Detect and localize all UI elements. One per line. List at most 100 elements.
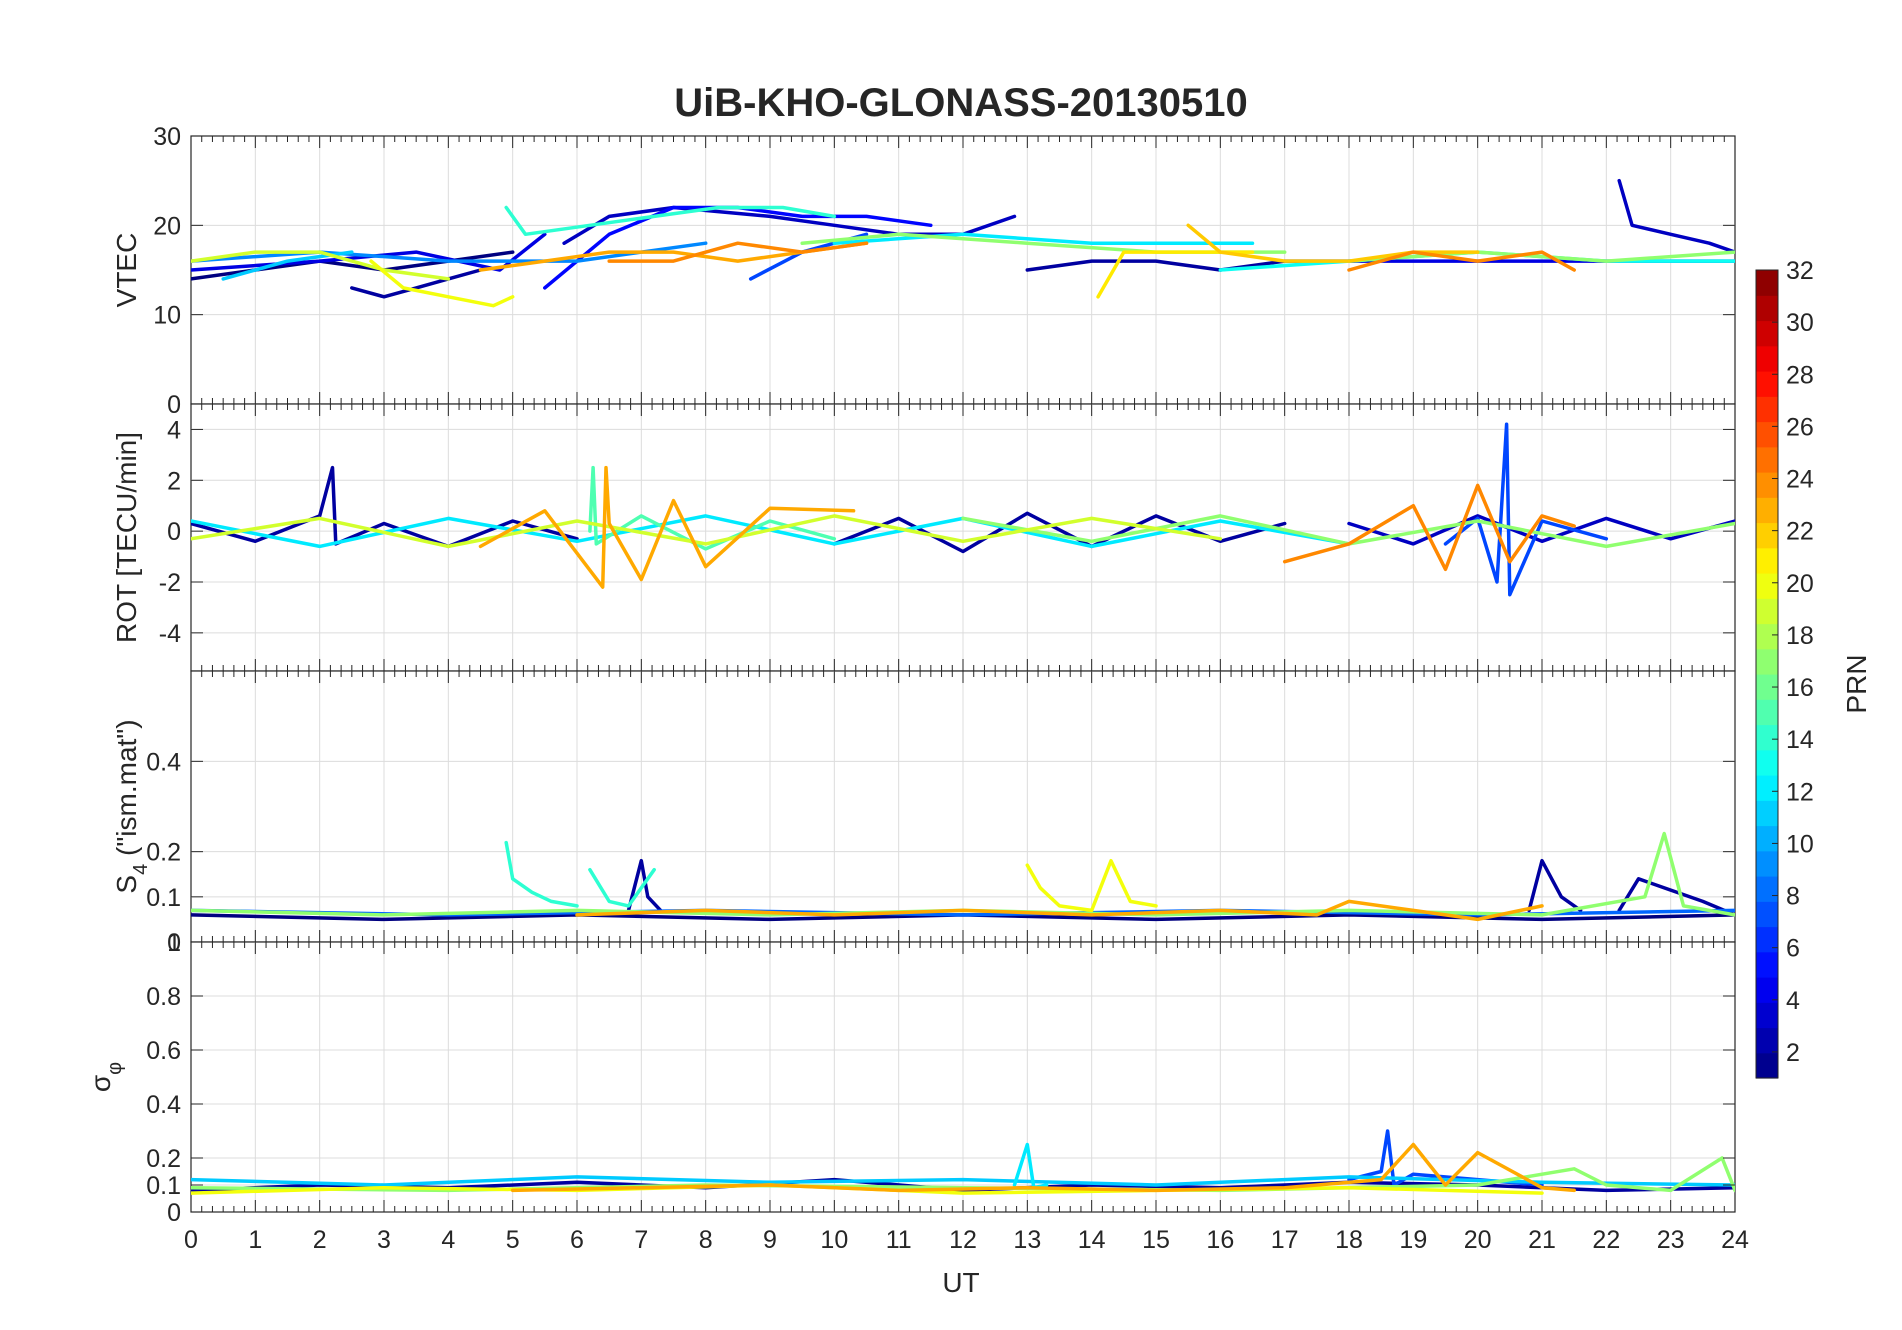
panel-sigma_phi-grid (191, 942, 1735, 1212)
colorbar-tick-label: 6 (1786, 935, 1800, 963)
colorbar-segment (1756, 724, 1778, 751)
colorbar-tick-label: 32 (1786, 257, 1814, 285)
colorbar-tick-label: 4 (1786, 987, 1800, 1015)
y-axis-label-rot: ROT [TECU/min] (111, 432, 142, 643)
colorbar-segment (1756, 446, 1778, 473)
panel-sigma_phi-series (191, 1129, 1735, 1195)
series-prn-2 (1527, 858, 1583, 913)
panel-vtec: 0 10 20 30 VTEC (111, 123, 1736, 419)
panel-rot: -4 -2 0 2 4 ROT [TECU/min] (111, 403, 1736, 672)
colorbar-segment (1756, 345, 1778, 372)
colorbar-frame (1755, 269, 1779, 1079)
colorbar-tick-label: 10 (1786, 830, 1814, 858)
ytick-label: 0.8 (146, 983, 181, 1011)
colorbar-segment (1756, 623, 1778, 650)
panel-s4: 0.1 0.2 0.4 0 S4 ("ism.mat") (111, 670, 1736, 957)
colorbar-tick-label: 16 (1786, 674, 1814, 702)
colorbar-tick-label: 12 (1786, 778, 1814, 806)
ytick-label: 30 (153, 123, 181, 151)
ytick-label: -2 (159, 569, 181, 597)
colorbar-segment (1756, 1027, 1778, 1054)
colorbar-segment (1756, 497, 1778, 524)
ytick-label: 0.2 (146, 839, 181, 867)
ytick-label: 0.1 (146, 884, 181, 912)
colorbar-segment (1756, 825, 1778, 852)
colorbar-segment (1756, 674, 1778, 700)
xtick-label: 6 (570, 1226, 584, 1254)
ytick-label: 0.4 (146, 748, 181, 776)
colorbar-segment (1756, 951, 1778, 978)
colorbar-segment (1756, 648, 1778, 675)
y-axis-label-s4: S4 ("ism.mat") (111, 719, 152, 893)
colorbar-label: PRN (1841, 654, 1872, 713)
xtick-label: 22 (1592, 1226, 1620, 1254)
ytick-label: 4 (167, 416, 181, 444)
panel-s4-grid (191, 671, 1735, 942)
colorbar-segment (1756, 270, 1778, 296)
colorbar-segment (1756, 371, 1778, 397)
xtick-label: 10 (820, 1226, 848, 1254)
ytick-label: 1 (167, 929, 181, 957)
series-prn-11 (191, 1175, 1735, 1187)
colorbar-tick-label: 14 (1786, 726, 1814, 754)
x-axis: 0 1 2 3 4 5 6 7 8 9 10 11 12 13 14 15 16 17 18 19 20 21 22 23 24 (184, 1226, 1749, 1254)
ytick-label: 20 (153, 212, 181, 240)
colorbar-segment (1756, 876, 1778, 902)
ytick-label: -4 (159, 620, 181, 648)
colorbar-segment (1756, 800, 1778, 827)
ytick-label: 0 (167, 391, 181, 419)
y-axis-label-vtec: VTEC (111, 233, 142, 308)
ytick-label: 0.4 (146, 1091, 181, 1119)
xtick-label: 24 (1721, 1226, 1749, 1254)
panel-s4-ticks (190, 671, 1736, 942)
xtick-label: 0 (184, 1226, 198, 1254)
colorbar-segment (1756, 850, 1778, 877)
xtick-label: 8 (699, 1226, 713, 1254)
xtick-label: 13 (1013, 1226, 1041, 1254)
panel-vtec-series (191, 178, 1735, 308)
y-axis-label-sigma_phi: σφ (85, 1062, 126, 1092)
series-prn-23 (575, 899, 1544, 922)
x-axis-label: UT (942, 1267, 979, 1298)
series-prn-15 (588, 465, 837, 551)
colorbar-tick-label: 20 (1786, 570, 1814, 598)
series-prn-12 (832, 232, 1255, 245)
colorbar-tick-label: 28 (1786, 361, 1814, 389)
series-prn-14 (504, 205, 837, 237)
series-prn-19 (191, 514, 1223, 549)
ytick-label: 2 (167, 467, 181, 495)
colorbar-segment (1756, 699, 1778, 726)
xtick-label: 2 (313, 1226, 327, 1254)
colorbar-segment (1756, 598, 1778, 625)
colorbar-tick-label: 18 (1786, 622, 1814, 650)
series-prn-23 (510, 1142, 1576, 1193)
series-prn-20 (369, 259, 515, 308)
series-prn-14 (588, 867, 656, 908)
colorbar-segment (1756, 547, 1778, 574)
panel-rot-grid (191, 404, 1735, 671)
xtick-label: 15 (1142, 1226, 1170, 1254)
panel-vtec-grid (191, 136, 1735, 404)
ytick-label: 0 (167, 1199, 181, 1227)
colorbar-segment (1756, 421, 1778, 448)
series-prn-24 (607, 241, 869, 263)
xtick-label: 4 (441, 1226, 455, 1254)
xtick-label: 7 (634, 1226, 648, 1254)
xtick-label: 23 (1657, 1226, 1685, 1254)
colorbar-segment (1756, 977, 1778, 1003)
xtick-label: 21 (1528, 1226, 1556, 1254)
ytick-label: 0 (167, 929, 181, 957)
colorbar-segment (1756, 749, 1778, 776)
xtick-label: 17 (1271, 1226, 1299, 1254)
xtick-label: 20 (1464, 1226, 1492, 1254)
colorbar-tick-label: 24 (1786, 466, 1814, 494)
xtick-label: 9 (763, 1226, 777, 1254)
series-prn-24 (1282, 483, 1576, 572)
xtick-label: 18 (1335, 1226, 1363, 1254)
series-prn-20 (1025, 858, 1158, 913)
panel-rot-series (191, 422, 1735, 597)
series-prn-19 (191, 250, 451, 281)
